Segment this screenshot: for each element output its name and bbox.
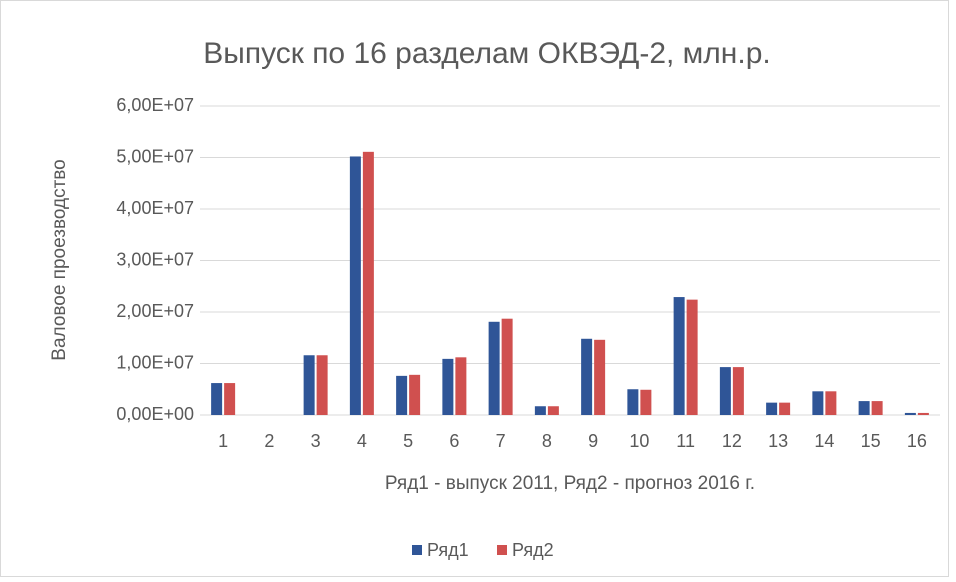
bar (627, 389, 639, 415)
bar (316, 355, 328, 415)
legend-label: Ряд2 (512, 540, 554, 560)
bar (455, 357, 467, 415)
bar (594, 339, 606, 415)
x-tick-label: 2 (264, 431, 274, 451)
y-tick-label: 3,00E+07 (116, 249, 194, 269)
bar (825, 391, 837, 415)
legend-swatch (497, 545, 507, 555)
bar (224, 383, 236, 415)
x-tick-label: 9 (588, 431, 598, 451)
x-tick-label: 10 (629, 431, 649, 451)
x-tick-label: 7 (496, 431, 506, 451)
bar (732, 367, 744, 415)
bar (766, 402, 778, 415)
bar (442, 358, 454, 415)
x-tick-label: 13 (768, 431, 788, 451)
bar (812, 391, 824, 415)
x-tick-label: 8 (542, 431, 552, 451)
x-axis-title: Ряд1 - выпуск 2011, Ряд2 - прогноз 2016 … (385, 473, 755, 494)
legend-label: Ряд1 (427, 540, 469, 560)
y-axis-title: Валовое проезводство (49, 159, 70, 360)
bar (534, 406, 546, 415)
bar (904, 412, 916, 415)
bar (362, 151, 374, 415)
y-tick-label: 0,00E+00 (116, 404, 194, 424)
x-tick-label: 14 (814, 431, 834, 451)
legend-swatch (412, 545, 422, 555)
bar (871, 401, 883, 415)
y-tick-label: 5,00E+07 (116, 146, 194, 166)
bar (547, 406, 559, 415)
chart-title: Выпуск по 16 разделам ОКВЭД-2, млн.р. (203, 37, 770, 70)
bar (779, 402, 791, 415)
bar (581, 338, 593, 415)
x-tick-label: 1 (218, 431, 228, 451)
x-tick-label: 11 (676, 431, 695, 451)
x-tick-label: 16 (907, 431, 927, 451)
bar (719, 367, 731, 415)
y-tick-label: 1,00E+07 (116, 352, 194, 372)
bar (501, 318, 513, 415)
bar (858, 401, 870, 415)
bar (409, 374, 421, 415)
bar (686, 299, 698, 415)
bar (211, 383, 223, 415)
y-tick-label: 4,00E+07 (116, 198, 194, 218)
x-tick-label: 15 (861, 431, 881, 451)
x-tick-label: 3 (311, 431, 321, 451)
bar (303, 355, 315, 415)
bar (673, 297, 685, 415)
bar (488, 321, 500, 415)
x-tick-label: 6 (449, 431, 459, 451)
x-tick-label: 12 (722, 431, 742, 451)
bar (917, 412, 929, 415)
x-tick-label: 4 (357, 431, 367, 451)
bar (640, 389, 652, 415)
x-tick-label: 5 (403, 431, 413, 451)
y-tick-label: 6,00E+07 (116, 95, 194, 115)
bar (349, 156, 361, 415)
y-tick-label: 2,00E+07 (116, 301, 194, 321)
bar (396, 375, 408, 415)
